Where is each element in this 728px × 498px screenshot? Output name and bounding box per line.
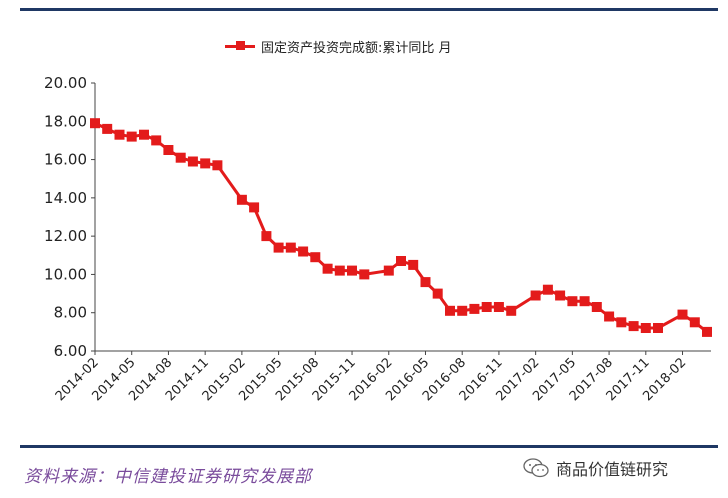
- data-point: [530, 290, 541, 301]
- y-tick-label: 12.00: [44, 227, 87, 245]
- data-point: [187, 156, 198, 167]
- bottom-rule: [20, 445, 718, 448]
- data-point: [677, 309, 688, 320]
- y-tick-label: 8.00: [54, 304, 87, 322]
- data-point: [114, 129, 125, 140]
- data-point: [249, 202, 260, 213]
- data-point: [236, 194, 247, 205]
- watermark: 商品价值链研究: [522, 456, 668, 480]
- data-point: [273, 242, 284, 253]
- data-point: [261, 231, 272, 242]
- data-point: [200, 158, 211, 169]
- data-point: [481, 302, 492, 312]
- data-point: [90, 118, 100, 129]
- top-rule: [20, 8, 718, 11]
- y-tick-label: 16.00: [44, 151, 87, 169]
- data-point: [591, 302, 602, 312]
- data-point: [457, 305, 468, 316]
- data-point: [212, 160, 223, 171]
- data-point: [506, 305, 517, 316]
- legend-swatch: [225, 40, 255, 52]
- y-tick-label: 14.00: [44, 189, 87, 207]
- data-point: [628, 321, 639, 332]
- data-point: [334, 265, 345, 276]
- source-note: 资料来源：中信建投证券研究发展部: [24, 467, 312, 487]
- data-point: [347, 265, 357, 276]
- y-tick-label: 10.00: [44, 265, 87, 283]
- data-point: [604, 311, 615, 322]
- data-point: [126, 131, 137, 142]
- data-point: [616, 317, 627, 328]
- data-point: [383, 265, 394, 276]
- y-tick-label: 20.00: [44, 74, 87, 92]
- data-point: [310, 252, 321, 263]
- data-point: [420, 277, 431, 288]
- data-point: [151, 135, 162, 146]
- data-point: [579, 296, 590, 307]
- data-point: [396, 256, 406, 266]
- y-tick-label: 6.00: [54, 342, 87, 360]
- data-point: [163, 145, 174, 155]
- series-line: [94, 121, 708, 334]
- data-point: [640, 323, 651, 333]
- legend-label: 固定资产投资完成额:累计同比 月: [261, 40, 452, 56]
- data-point: [432, 288, 443, 299]
- data-point: [445, 305, 455, 316]
- y-tick-label: 18.00: [44, 112, 87, 130]
- data-point: [285, 242, 296, 253]
- data-point: [542, 284, 553, 295]
- data-point: [175, 152, 186, 163]
- data-point: [322, 263, 333, 274]
- data-point: [702, 326, 712, 337]
- wechat-icon: [523, 458, 549, 478]
- line-chart: 20.0018.0016.0014.0012.0010.008.006.0020…: [44, 74, 712, 404]
- data-point: [408, 259, 419, 270]
- data-point: [298, 246, 309, 257]
- data-point: [469, 303, 480, 314]
- data-point: [567, 296, 578, 307]
- data-point: [359, 269, 370, 280]
- data-point: [555, 290, 566, 301]
- data-point: [102, 123, 113, 134]
- data-point: [689, 317, 700, 328]
- data-point: [139, 129, 149, 140]
- data-point: [493, 302, 504, 312]
- data-point: [653, 323, 663, 333]
- legend: 固定资产投资完成额:累计同比 月: [225, 36, 452, 56]
- watermark-text: 商品价值链研究: [556, 460, 669, 479]
